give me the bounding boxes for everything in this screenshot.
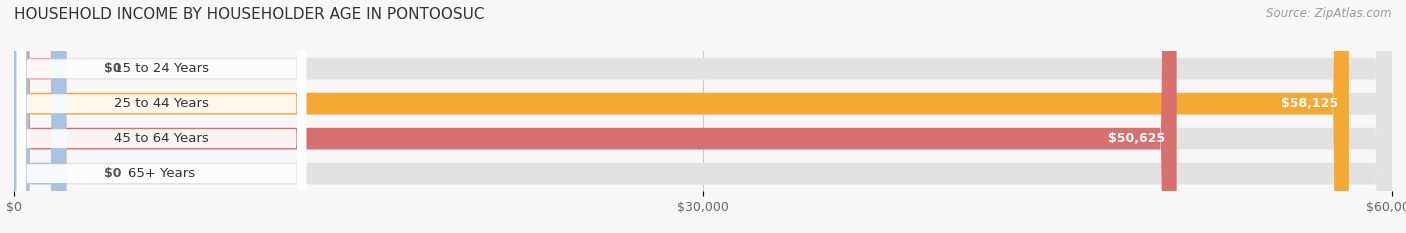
FancyBboxPatch shape <box>14 0 1392 233</box>
Text: $58,125: $58,125 <box>1281 97 1339 110</box>
Text: Source: ZipAtlas.com: Source: ZipAtlas.com <box>1267 7 1392 20</box>
FancyBboxPatch shape <box>17 0 307 233</box>
FancyBboxPatch shape <box>14 0 1348 233</box>
Text: HOUSEHOLD INCOME BY HOUSEHOLDER AGE IN PONTOOSUC: HOUSEHOLD INCOME BY HOUSEHOLDER AGE IN P… <box>14 7 485 22</box>
Text: $50,625: $50,625 <box>1108 132 1166 145</box>
FancyBboxPatch shape <box>14 0 66 233</box>
Text: $0: $0 <box>104 167 121 180</box>
Text: 65+ Years: 65+ Years <box>128 167 195 180</box>
Text: 15 to 24 Years: 15 to 24 Years <box>114 62 209 75</box>
Text: 25 to 44 Years: 25 to 44 Years <box>114 97 209 110</box>
FancyBboxPatch shape <box>14 0 1392 233</box>
FancyBboxPatch shape <box>14 0 1392 233</box>
FancyBboxPatch shape <box>14 0 66 233</box>
FancyBboxPatch shape <box>14 0 1392 233</box>
FancyBboxPatch shape <box>14 0 1177 233</box>
FancyBboxPatch shape <box>17 0 307 233</box>
FancyBboxPatch shape <box>17 0 307 233</box>
Text: 45 to 64 Years: 45 to 64 Years <box>114 132 209 145</box>
Text: $0: $0 <box>104 62 121 75</box>
FancyBboxPatch shape <box>17 0 307 233</box>
